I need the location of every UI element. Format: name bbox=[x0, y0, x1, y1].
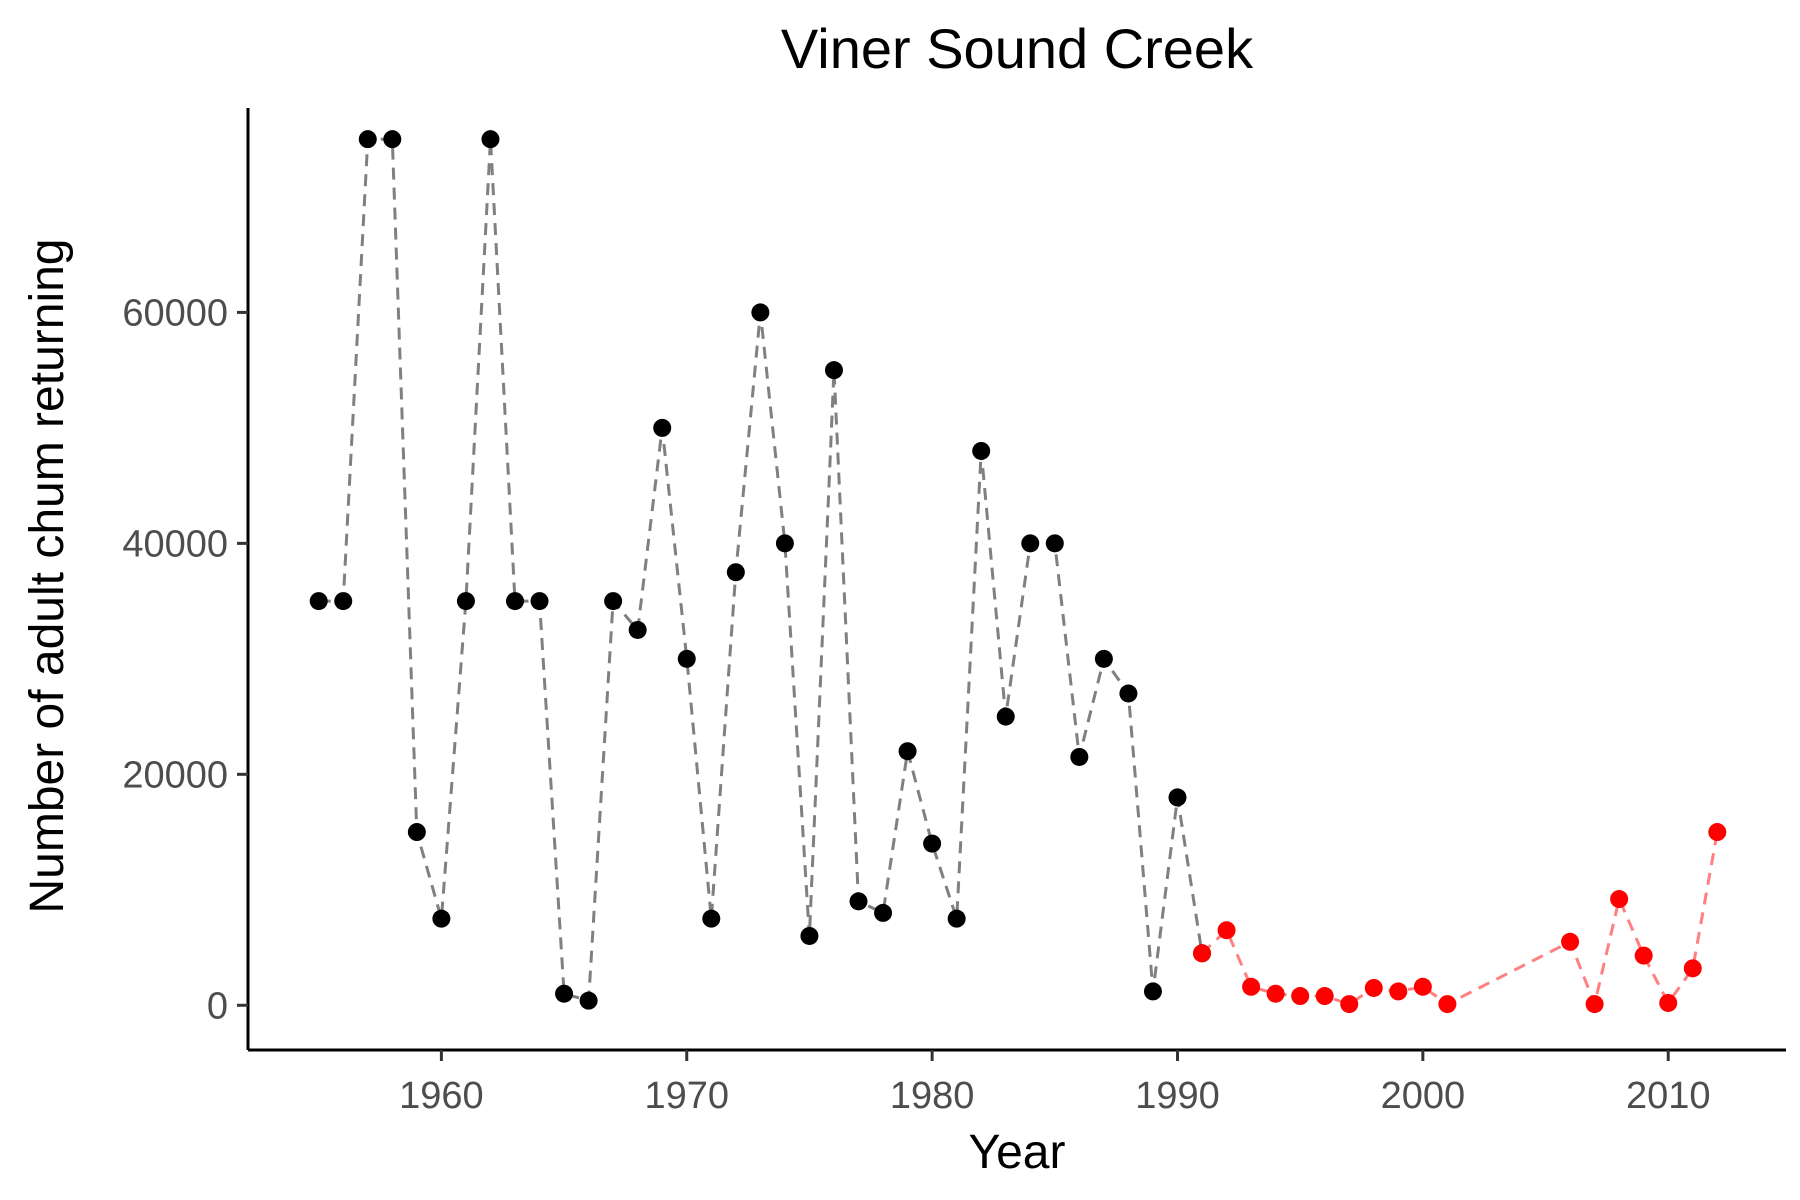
data-point-1 bbox=[972, 441, 991, 460]
x-tick-label: 1960 bbox=[399, 1075, 484, 1117]
data-point-2 bbox=[1413, 977, 1432, 996]
data-point-1 bbox=[751, 303, 770, 322]
data-point-2 bbox=[1266, 984, 1285, 1003]
data-point-1 bbox=[653, 418, 672, 437]
data-point-1 bbox=[898, 742, 917, 761]
data-point-1 bbox=[555, 984, 574, 1003]
data-point-2 bbox=[1315, 987, 1334, 1006]
data-point-2 bbox=[1438, 995, 1457, 1014]
x-tick-label: 2000 bbox=[1381, 1075, 1466, 1117]
data-point-2 bbox=[1659, 993, 1678, 1012]
data-point-1 bbox=[996, 707, 1015, 726]
data-point-1 bbox=[505, 592, 524, 611]
x-tick-label: 1970 bbox=[644, 1075, 729, 1117]
data-point-2 bbox=[1708, 823, 1727, 842]
data-point-1 bbox=[1168, 788, 1187, 807]
data-point-1 bbox=[1094, 649, 1113, 668]
y-axis-ticks: 0 20000 40000 60000 bbox=[122, 292, 248, 1027]
data-point-1 bbox=[334, 592, 353, 611]
data-point-1 bbox=[849, 892, 868, 911]
data-point-1 bbox=[383, 130, 402, 149]
series-lines bbox=[318, 137, 1719, 1010]
data-point-2 bbox=[1610, 890, 1629, 909]
data-point-2 bbox=[1683, 959, 1702, 978]
chart-title: Viner Sound Creek bbox=[781, 17, 1254, 80]
data-point-1 bbox=[481, 130, 500, 149]
y-tick-label: 20000 bbox=[122, 754, 228, 796]
data-point-1 bbox=[1045, 534, 1064, 553]
data-point-1 bbox=[432, 909, 451, 928]
data-point-2 bbox=[1193, 944, 1212, 963]
data-point-1 bbox=[726, 563, 745, 582]
series-line-1 bbox=[318, 137, 1204, 1003]
x-tick-label: 1980 bbox=[890, 1075, 975, 1117]
data-point-1 bbox=[628, 620, 647, 639]
data-point-1 bbox=[358, 130, 377, 149]
data-point-1 bbox=[456, 592, 475, 611]
x-tick-label: 1990 bbox=[1135, 1075, 1220, 1117]
series-line-2 bbox=[1200, 831, 1719, 1010]
data-point-1 bbox=[824, 361, 843, 380]
data-point-1 bbox=[677, 649, 696, 668]
data-point-2 bbox=[1561, 932, 1580, 951]
data-point-1 bbox=[775, 534, 794, 553]
y-axis-title: Number of adult chum returning bbox=[21, 239, 74, 914]
x-axis-ticks: 1960 1970 1980 1990 2000 2010 bbox=[399, 1050, 1710, 1117]
data-point-1 bbox=[1021, 534, 1040, 553]
data-point-1 bbox=[407, 823, 426, 842]
data-point-1 bbox=[800, 926, 819, 945]
data-point-2 bbox=[1217, 921, 1236, 940]
data-point-1 bbox=[1070, 747, 1089, 766]
x-axis-title: Year bbox=[969, 1126, 1066, 1179]
data-point-2 bbox=[1389, 982, 1408, 1001]
data-point-1 bbox=[874, 903, 893, 922]
data-point-2 bbox=[1291, 987, 1310, 1006]
data-point-1 bbox=[1119, 684, 1138, 703]
data-point-1 bbox=[947, 909, 966, 928]
y-tick-label: 40000 bbox=[122, 523, 228, 565]
y-tick-label: 60000 bbox=[122, 292, 228, 334]
data-point-1 bbox=[1143, 982, 1162, 1001]
data-point-2 bbox=[1585, 995, 1604, 1014]
data-point-1 bbox=[702, 909, 721, 928]
data-point-2 bbox=[1340, 995, 1359, 1014]
data-point-1 bbox=[530, 592, 549, 611]
data-point-2 bbox=[1242, 977, 1261, 996]
x-tick-label: 2010 bbox=[1626, 1075, 1711, 1117]
data-point-2 bbox=[1634, 946, 1653, 965]
data-point-1 bbox=[579, 991, 598, 1010]
data-point-1 bbox=[604, 592, 623, 611]
data-point-1 bbox=[923, 834, 942, 853]
data-point-2 bbox=[1364, 978, 1383, 997]
series-points bbox=[309, 130, 1727, 1014]
y-tick-label: 0 bbox=[207, 985, 228, 1027]
data-point-1 bbox=[309, 592, 328, 611]
